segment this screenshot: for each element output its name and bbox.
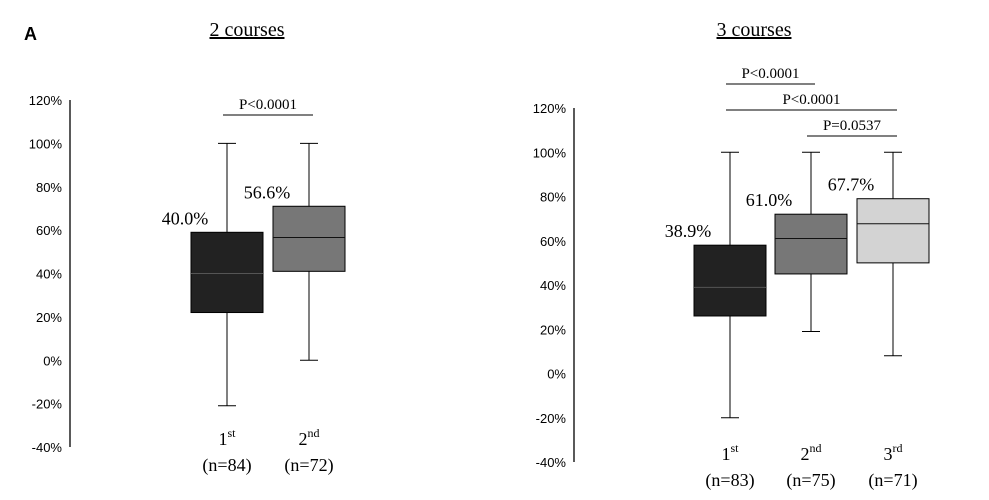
median-label: 38.9% (665, 221, 712, 241)
category-ordinal: 2 (801, 444, 810, 464)
box-iqr (190, 231, 264, 314)
category-ordinal: 2 (299, 429, 308, 449)
y-tick-label: 20% (540, 322, 566, 337)
box-iqr (693, 244, 767, 317)
y-tick-label: 80% (540, 190, 566, 205)
box-1: 38.9% (665, 151, 767, 419)
y-tick-label: -40% (536, 455, 567, 470)
y-tick-label: 20% (36, 310, 62, 325)
y-tick-label: -20% (536, 411, 567, 426)
box-1: 40.0% (162, 142, 264, 407)
y-tick-label: 40% (36, 267, 62, 282)
category-suffix: st (227, 426, 236, 440)
y-tick-label: 0% (43, 353, 62, 368)
x-category-label: 1st (218, 426, 236, 449)
comparison-label: P<0.0001 (782, 92, 840, 108)
comparison-label: P<0.0001 (239, 97, 297, 113)
chart-title: 3 courses (717, 19, 792, 41)
category-suffix: st (730, 441, 739, 455)
median-label: 61.0% (746, 190, 793, 210)
comparison-label: P<0.0001 (741, 66, 799, 82)
y-tick-label: 40% (540, 278, 566, 293)
x-category-label: 2nd (299, 426, 320, 449)
box-2: 61.0% (746, 151, 848, 332)
category-ordinal: 1 (218, 429, 227, 449)
y-tick-label: 0% (547, 367, 566, 382)
chart-2-courses: 2 courses -40% -20% 0% 20% 40% 60% 80% 100% 120% 4… (29, 19, 346, 476)
category-ordinal: 1 (721, 444, 730, 464)
y-tick-label: 80% (36, 180, 62, 195)
category-suffix: nd (810, 441, 822, 455)
box-iqr (272, 205, 346, 272)
y-tick-label: -20% (32, 397, 63, 412)
box-iqr (774, 213, 848, 275)
x-category-label: 3rd (884, 441, 903, 464)
y-tick-label: 60% (540, 234, 566, 249)
category-ordinal: 3 (884, 444, 893, 464)
y-tick-label: 100% (29, 136, 63, 151)
y-tick-label: 60% (36, 223, 62, 238)
category-suffix: nd (308, 426, 320, 440)
category-suffix: rd (893, 441, 903, 455)
x-category-label: 2nd (801, 441, 822, 464)
box-3: 67.7% (828, 151, 930, 357)
x-category-n: (n=84) (202, 455, 251, 476)
y-tick-label: 120% (29, 93, 63, 108)
x-category-label: 1st (721, 441, 739, 464)
x-category-n: (n=72) (284, 455, 333, 476)
median-label: 40.0% (162, 208, 209, 228)
box-iqr (856, 198, 930, 264)
y-tick-label: 100% (533, 145, 567, 160)
box-2: 56.6% (244, 142, 346, 361)
panel-label: A (24, 24, 37, 44)
median-label: 67.7% (828, 175, 875, 195)
chart-3-courses: 3 courses -40% -20% 0% 20% 40% 60% 80% 100% 120% 3… (533, 19, 930, 491)
x-category-n: (n=75) (786, 470, 835, 491)
chart-title: 2 courses (210, 19, 285, 41)
x-category-n: (n=71) (868, 470, 917, 491)
comparison-label: P=0.0537 (823, 118, 882, 134)
x-category-n: (n=83) (705, 470, 754, 491)
y-tick-label: 120% (533, 101, 567, 116)
median-label: 56.6% (244, 182, 291, 202)
y-tick-label: -40% (32, 440, 63, 455)
